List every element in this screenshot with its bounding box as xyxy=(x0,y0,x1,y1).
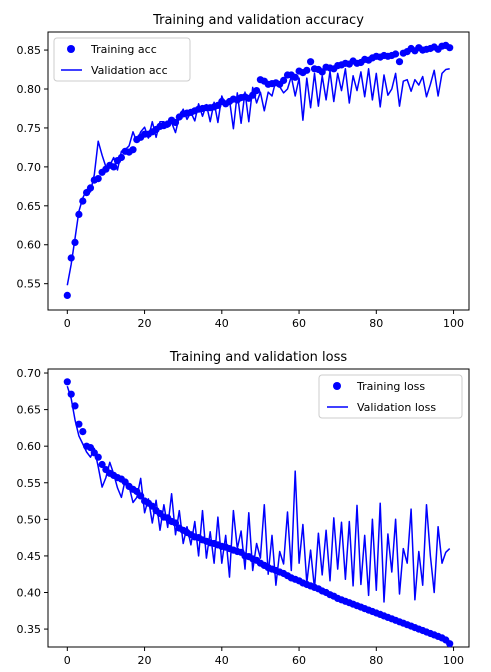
accuracy-legend-training-marker xyxy=(67,45,75,53)
loss-training-point xyxy=(63,378,71,386)
accuracy-x-tick-label: 80 xyxy=(369,317,383,330)
loss-validation-line xyxy=(66,385,451,603)
loss-training-point xyxy=(75,420,83,428)
accuracy-series xyxy=(63,41,454,299)
accuracy-y-tick-label: 0.70 xyxy=(17,161,42,174)
accuracy-training-point xyxy=(86,184,95,192)
loss-training-point xyxy=(79,428,87,436)
loss-legend-validation-label: Validation loss xyxy=(357,401,436,414)
loss-chart: Training and validation loss 0 20 40 60 80 10… xyxy=(17,350,470,667)
accuracy-training-point xyxy=(280,76,288,84)
loss-x-tick-label: 0 xyxy=(64,654,71,667)
accuracy-y-tick-label: 0.55 xyxy=(17,278,42,291)
loss-training-point xyxy=(86,444,95,452)
loss-y-tick-label: 0.55 xyxy=(17,477,42,490)
accuracy-x-tick-label: 0 xyxy=(64,317,71,330)
accuracy-x-tick-label: 40 xyxy=(215,317,229,330)
accuracy-chart: Training and validation accuracy 0 20 40 60… xyxy=(17,13,470,330)
loss-training-point xyxy=(67,390,75,398)
loss-training-point xyxy=(171,519,180,527)
loss-plot-frame xyxy=(47,368,470,648)
loss-y-tick-label: 0.40 xyxy=(17,586,42,599)
loss-y-tick-label: 0.50 xyxy=(17,513,42,526)
loss-y-ticks: 0.35 0.40 0.45 0.50 0.55 0.60 0.65 0.70 xyxy=(17,367,48,636)
accuracy-y-tick-label: 0.65 xyxy=(17,200,42,213)
accuracy-legend-box xyxy=(53,37,191,82)
accuracy-training-point xyxy=(303,66,311,74)
accuracy-y-tick-label: 0.60 xyxy=(17,239,42,252)
accuracy-legend-validation-label: Validation acc xyxy=(91,64,168,77)
loss-y-tick-label: 0.65 xyxy=(17,404,42,417)
accuracy-x-ticks: 0 20 40 60 80 100 xyxy=(64,310,464,330)
loss-y-tick-label: 0.35 xyxy=(17,623,42,636)
accuracy-training-point xyxy=(110,163,118,171)
accuracy-training-point xyxy=(94,175,102,183)
accuracy-training-point xyxy=(395,58,404,66)
accuracy-x-tick-label: 20 xyxy=(138,317,152,330)
loss-training-point xyxy=(71,402,79,410)
accuracy-training-point xyxy=(307,58,315,66)
accuracy-training-point xyxy=(75,210,83,218)
accuracy-training-point xyxy=(117,153,125,162)
loss-y-tick-label: 0.60 xyxy=(17,440,42,453)
loss-legend-training-label: Training loss xyxy=(356,380,425,393)
accuracy-validation-line xyxy=(66,68,450,286)
loss-x-tick-label: 80 xyxy=(369,654,383,667)
loss-x-tick-label: 40 xyxy=(215,654,229,667)
loss-training-point xyxy=(137,492,145,500)
accuracy-x-tick-label: 60 xyxy=(292,317,306,330)
accuracy-y-ticks: 0.55 0.60 0.65 0.70 0.75 0.80 0.85 xyxy=(17,44,48,291)
loss-y-tick-label: 0.45 xyxy=(17,550,42,563)
loss-x-tick-label: 20 xyxy=(138,654,152,667)
accuracy-training-point xyxy=(446,44,454,52)
loss-training-point xyxy=(94,453,102,461)
accuracy-training-point xyxy=(129,146,137,154)
accuracy-y-tick-label: 0.75 xyxy=(17,122,42,135)
loss-x-tick-label: 60 xyxy=(292,654,306,667)
accuracy-training-point xyxy=(392,50,400,58)
accuracy-plot-frame xyxy=(47,31,470,311)
loss-chart-title: Training and validation loss xyxy=(169,350,347,365)
loss-x-tick-label: 100 xyxy=(443,654,464,667)
accuracy-y-tick-label: 0.85 xyxy=(17,44,42,57)
loss-legend-box xyxy=(318,374,463,419)
loss-legend: Training loss Validation loss xyxy=(318,374,463,419)
accuracy-training-point xyxy=(291,73,299,81)
accuracy-training-point xyxy=(63,291,71,299)
loss-x-ticks: 0 20 40 60 80 100 xyxy=(64,647,464,667)
accuracy-y-tick-label: 0.80 xyxy=(17,83,42,96)
accuracy-x-tick-label: 100 xyxy=(443,317,464,330)
accuracy-chart-title: Training and validation accuracy xyxy=(152,13,364,28)
loss-training-point xyxy=(98,460,106,469)
loss-series xyxy=(63,378,454,648)
accuracy-training-point xyxy=(79,197,87,205)
loss-training-point xyxy=(446,640,454,648)
accuracy-legend: Training acc Validation acc xyxy=(53,37,191,82)
loss-y-tick-label: 0.70 xyxy=(17,367,42,380)
accuracy-training-point xyxy=(67,254,75,262)
accuracy-legend-training-label: Training acc xyxy=(90,43,157,56)
accuracy-training-point xyxy=(171,118,180,127)
accuracy-training-point xyxy=(253,87,261,95)
loss-legend-training-marker xyxy=(333,382,341,390)
accuracy-training-point xyxy=(71,238,79,246)
